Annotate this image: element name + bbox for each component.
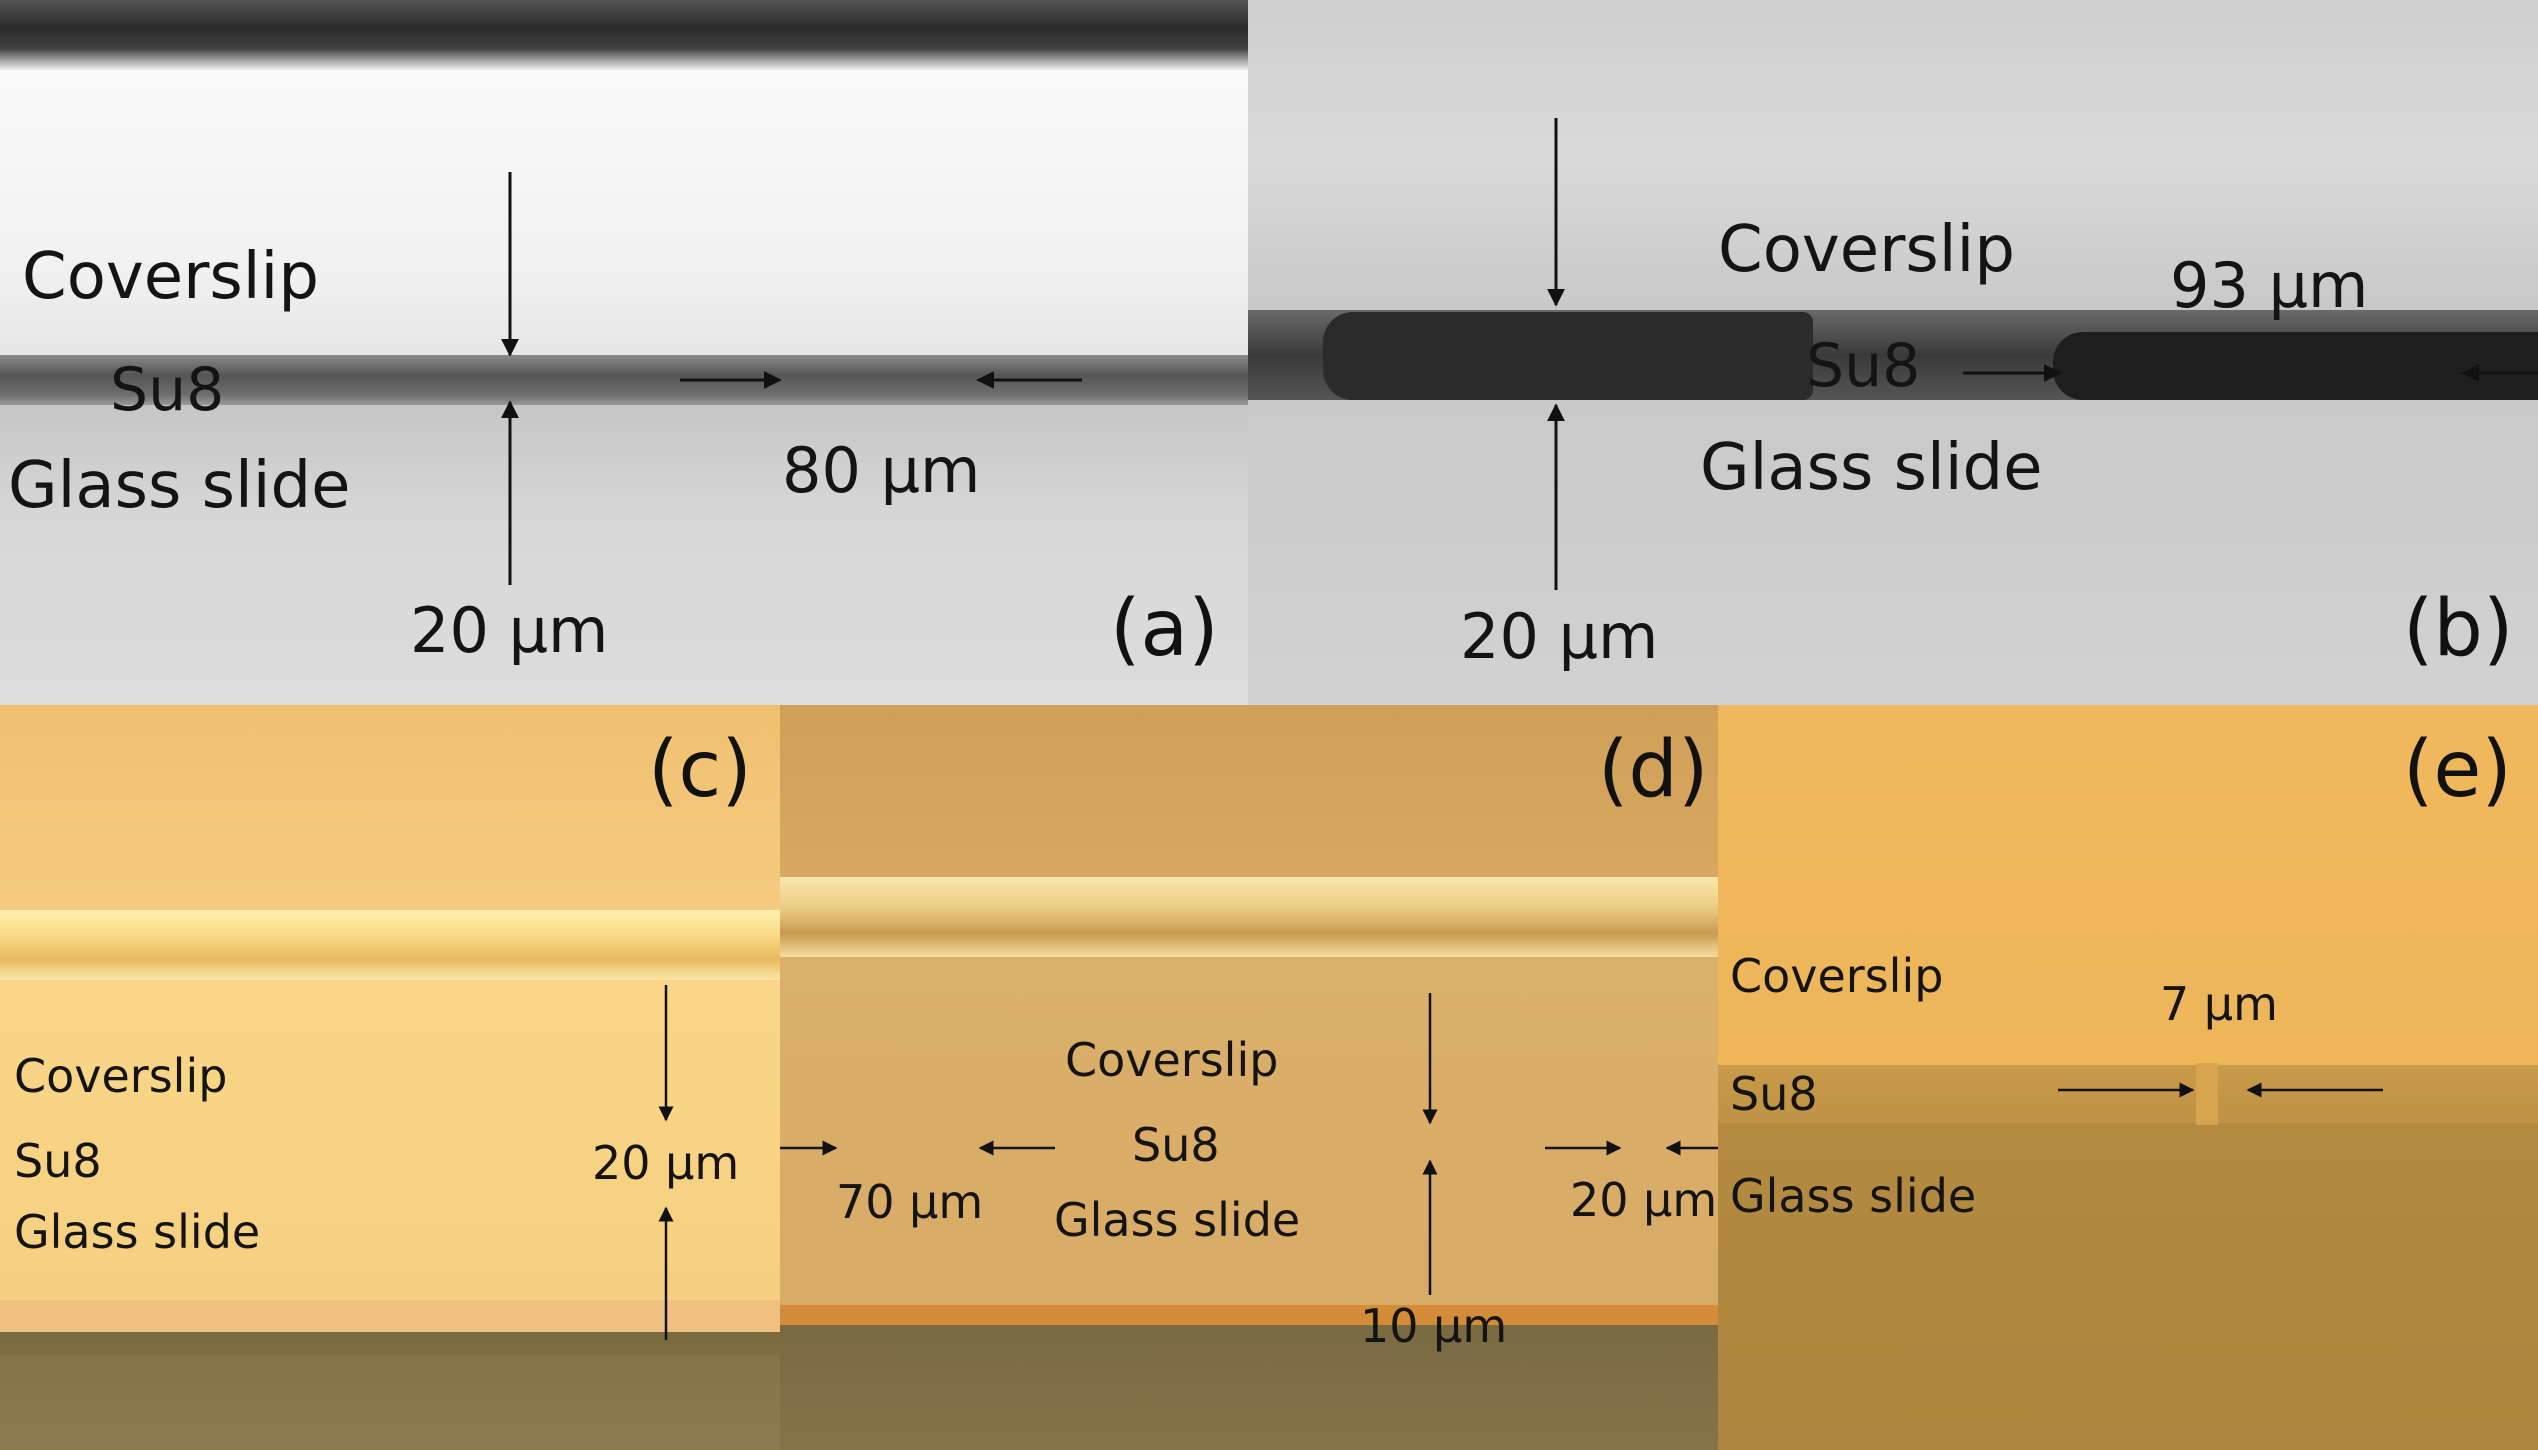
glass-slide-region [1248, 400, 2538, 705]
panel-tag-a: (a) [1110, 584, 1219, 674]
panel-a: Coverslip Su8 Glass slide 20 µm 80 µm (a… [0, 0, 1248, 705]
su8-gap [2196, 1063, 2218, 1125]
annotation-arrows [501, 172, 1082, 585]
coverslip-label: Coverslip [1065, 1033, 1279, 1087]
glass-slide-region [780, 1325, 1718, 1450]
glass-slide-label: Glass slide [14, 1205, 261, 1259]
annotation-arrows [2058, 1082, 2383, 1098]
coverslip-edge-band [780, 877, 1718, 957]
su8-label: Su8 [110, 355, 225, 425]
panel-b: Coverslip Su8 Glass slide 20 µm 93 µm (b… [1248, 0, 2538, 705]
coverslip-label: Coverslip [1730, 949, 1944, 1003]
glass-slide-region [1718, 1123, 2538, 1450]
panel-c: Coverslip Su8 Glass slide 20 µm (c) [0, 705, 780, 1450]
panel-tag-e: (e) [2403, 725, 2512, 815]
panel-tag-d: (d) [1598, 725, 1709, 815]
annotation-arrows [658, 985, 674, 1340]
su8-block-right [2053, 332, 2538, 400]
height-measurement-label: 10 µm [1360, 1299, 1508, 1353]
height-measurement-label: 20 µm [1460, 600, 1659, 673]
coverslip-region [1248, 0, 2538, 310]
su8-layer [0, 1300, 780, 1332]
panel-e: Coverslip Su8 Glass slide 7 µm (e) [1718, 705, 2538, 1450]
upper-region [780, 705, 1718, 877]
height-measurement-label: 20 µm [592, 1136, 740, 1190]
panel-tag-c: (c) [648, 725, 752, 815]
coverslip-label: Coverslip [14, 1049, 228, 1103]
width-right-measurement-label: 20 µm [1570, 1173, 1718, 1227]
width-measurement-label: 7 µm [2160, 977, 2278, 1031]
coverslip-region [0, 70, 1248, 355]
su8-label: Su8 [1132, 1118, 1220, 1172]
coverslip-label: Coverslip [22, 240, 319, 314]
coverslip-region [1718, 705, 2538, 1065]
annotation-arrows [780, 993, 1718, 1295]
su8-label: Su8 [1806, 331, 1921, 401]
su8-block-left [1323, 312, 1813, 400]
glass-slide-label: Glass slide [1730, 1169, 1977, 1223]
upper-region [0, 705, 780, 910]
height-measurement-label: 20 µm [410, 594, 609, 667]
su8-layer [1718, 1065, 2538, 1123]
width-measurement-label: 93 µm [2170, 249, 2369, 322]
width-measurement-label: 80 µm [782, 434, 981, 507]
panel-d: Coverslip Su8 Glass slide 70 µm 20 µm 10… [780, 705, 1718, 1450]
coverslip-region [780, 957, 1718, 1305]
panel-tag-b: (b) [2403, 584, 2514, 674]
top-dark-edge [0, 0, 1248, 70]
glass-slide-region [0, 405, 1248, 705]
coverslip-label: Coverslip [1718, 213, 2015, 287]
glass-slide-lower [0, 1355, 780, 1450]
coverslip-edge-band [0, 910, 780, 980]
su8-layer [780, 1305, 1718, 1325]
glass-slide-label: Glass slide [8, 449, 351, 523]
su8-label: Su8 [14, 1134, 102, 1188]
glass-slide-label: Glass slide [1054, 1193, 1301, 1247]
glass-slide-label: Glass slide [1700, 431, 2043, 505]
su8-label: Su8 [1730, 1067, 1818, 1121]
coverslip-region [0, 980, 780, 1300]
annotation-arrows [1547, 118, 2538, 590]
width-left-measurement-label: 70 µm [836, 1175, 984, 1229]
